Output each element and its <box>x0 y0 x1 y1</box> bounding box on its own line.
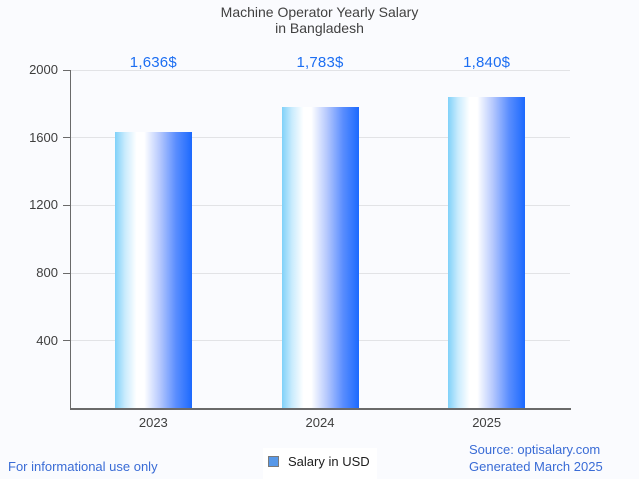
bar-2025[interactable] <box>448 97 526 408</box>
chart-title-line1: Machine Operator Yearly Salary <box>220 4 419 20</box>
y-axis-label: 1600 <box>29 129 58 145</box>
legend-swatch-icon <box>268 456 279 467</box>
x-axis-label: 2025 <box>472 415 502 430</box>
y-axis-label: 800 <box>36 265 58 281</box>
y-axis-tick <box>63 204 70 206</box>
y-axis-tick <box>63 137 70 139</box>
bar-2024[interactable] <box>281 106 359 408</box>
y-axis-tick <box>63 340 70 342</box>
x-axis-label: 2024 <box>305 415 335 430</box>
bar-2023[interactable] <box>114 131 192 408</box>
x-axis-line <box>70 408 571 410</box>
value-label: 1,783$ <box>296 54 344 71</box>
y-axis-line <box>69 69 71 409</box>
disclaimer-text: For informational use only <box>8 459 158 474</box>
y-axis-label: 2000 <box>29 62 58 77</box>
legend: Salary in USD <box>263 448 377 479</box>
generated-text: Generated March 2025 <box>469 459 603 474</box>
source-link[interactable]: Source: optisalary.com <box>469 442 601 457</box>
chart-title-line2: in Bangladesh <box>275 20 364 36</box>
value-label: 1,636$ <box>129 54 177 71</box>
y-axis-tick <box>63 272 70 274</box>
legend-label: Salary in USD <box>288 454 370 469</box>
y-axis-tick <box>63 69 70 71</box>
source-block: Source: optisalary.com Generated March 2… <box>469 441 603 475</box>
value-label: 1,840$ <box>463 54 511 71</box>
x-axis-label: 2023 <box>138 415 168 430</box>
chart-title: Machine Operator Yearly Salary in Bangla… <box>0 4 639 36</box>
gridline <box>70 69 570 71</box>
y-axis-label: 1200 <box>29 197 58 213</box>
y-axis-label: 400 <box>36 332 58 348</box>
